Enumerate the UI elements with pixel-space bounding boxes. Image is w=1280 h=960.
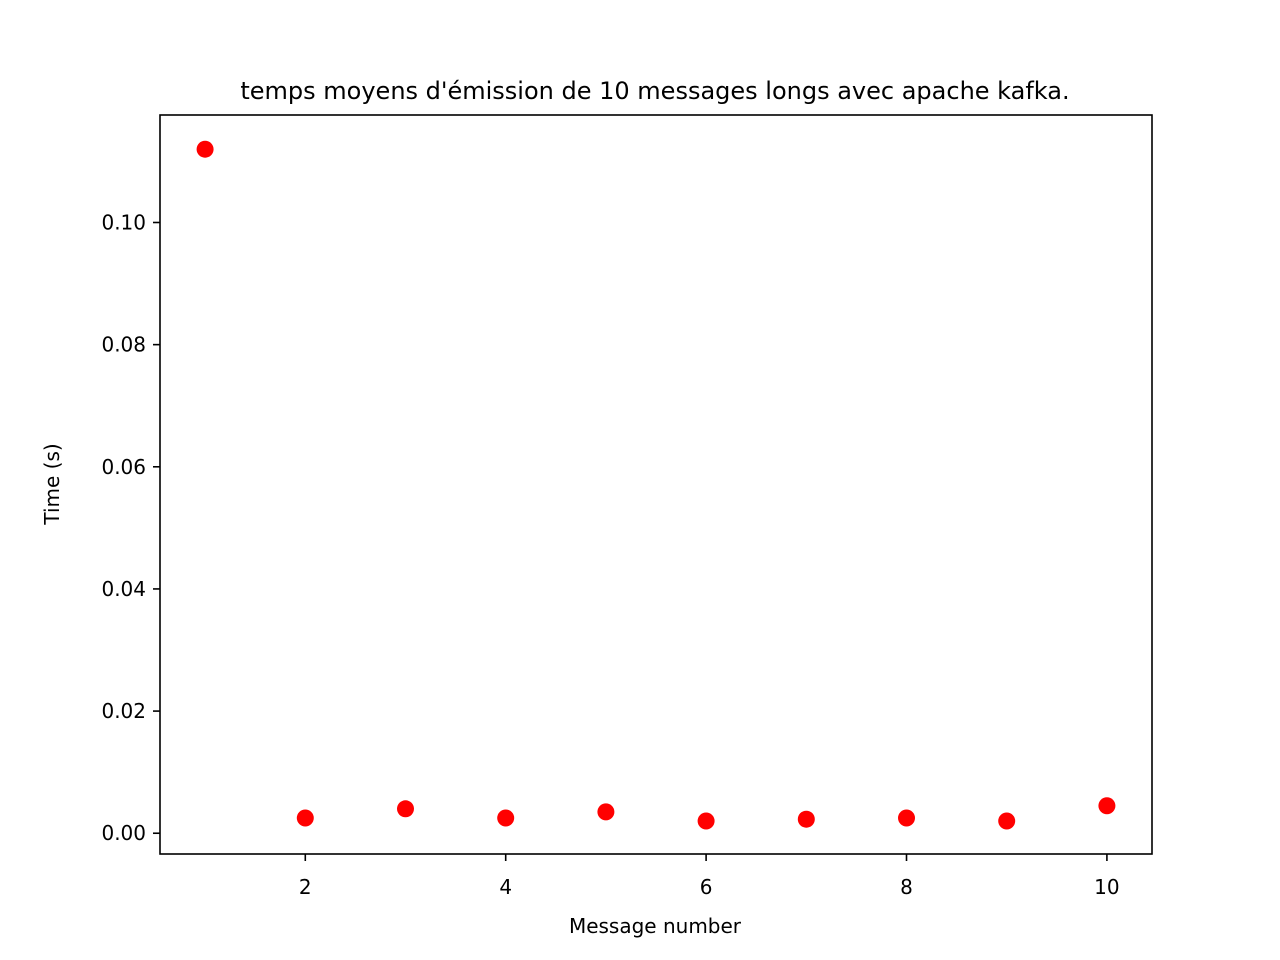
- data-point: [597, 803, 615, 821]
- y-tick-label: 0.02: [101, 699, 146, 723]
- y-tick-label: 0.00: [101, 821, 146, 845]
- chart-title: temps moyens d'émission de 10 messages l…: [240, 77, 1069, 105]
- plot-area: [196, 140, 1116, 830]
- y-tick-label: 0.04: [101, 577, 146, 601]
- x-tick-label: 8: [900, 875, 913, 899]
- data-point: [898, 809, 916, 827]
- data-point: [1098, 797, 1116, 815]
- x-tick-label: 4: [499, 875, 512, 899]
- data-point: [797, 810, 815, 828]
- y-tick-label: 0.08: [101, 333, 146, 357]
- data-point: [396, 800, 414, 818]
- y-axis-label: Time (s): [40, 443, 64, 525]
- x-tick-label: 10: [1094, 875, 1119, 899]
- data-point: [697, 812, 715, 830]
- x-tick-label: 6: [700, 875, 713, 899]
- y-tick-label: 0.06: [101, 455, 146, 479]
- data-point: [296, 809, 314, 827]
- y-axis: 0.00 0.02 0.04 0.06 0.08 0.10: [101, 210, 160, 845]
- data-point: [497, 809, 515, 827]
- plot-frame: [159, 114, 1153, 855]
- data-point: [998, 812, 1016, 830]
- x-axis: 2 4 6 8 10: [299, 854, 1120, 899]
- x-axis-label: Message number: [569, 914, 742, 938]
- y-tick-label: 0.10: [101, 210, 146, 234]
- data-point: [196, 140, 214, 158]
- x-tick-label: 2: [299, 875, 312, 899]
